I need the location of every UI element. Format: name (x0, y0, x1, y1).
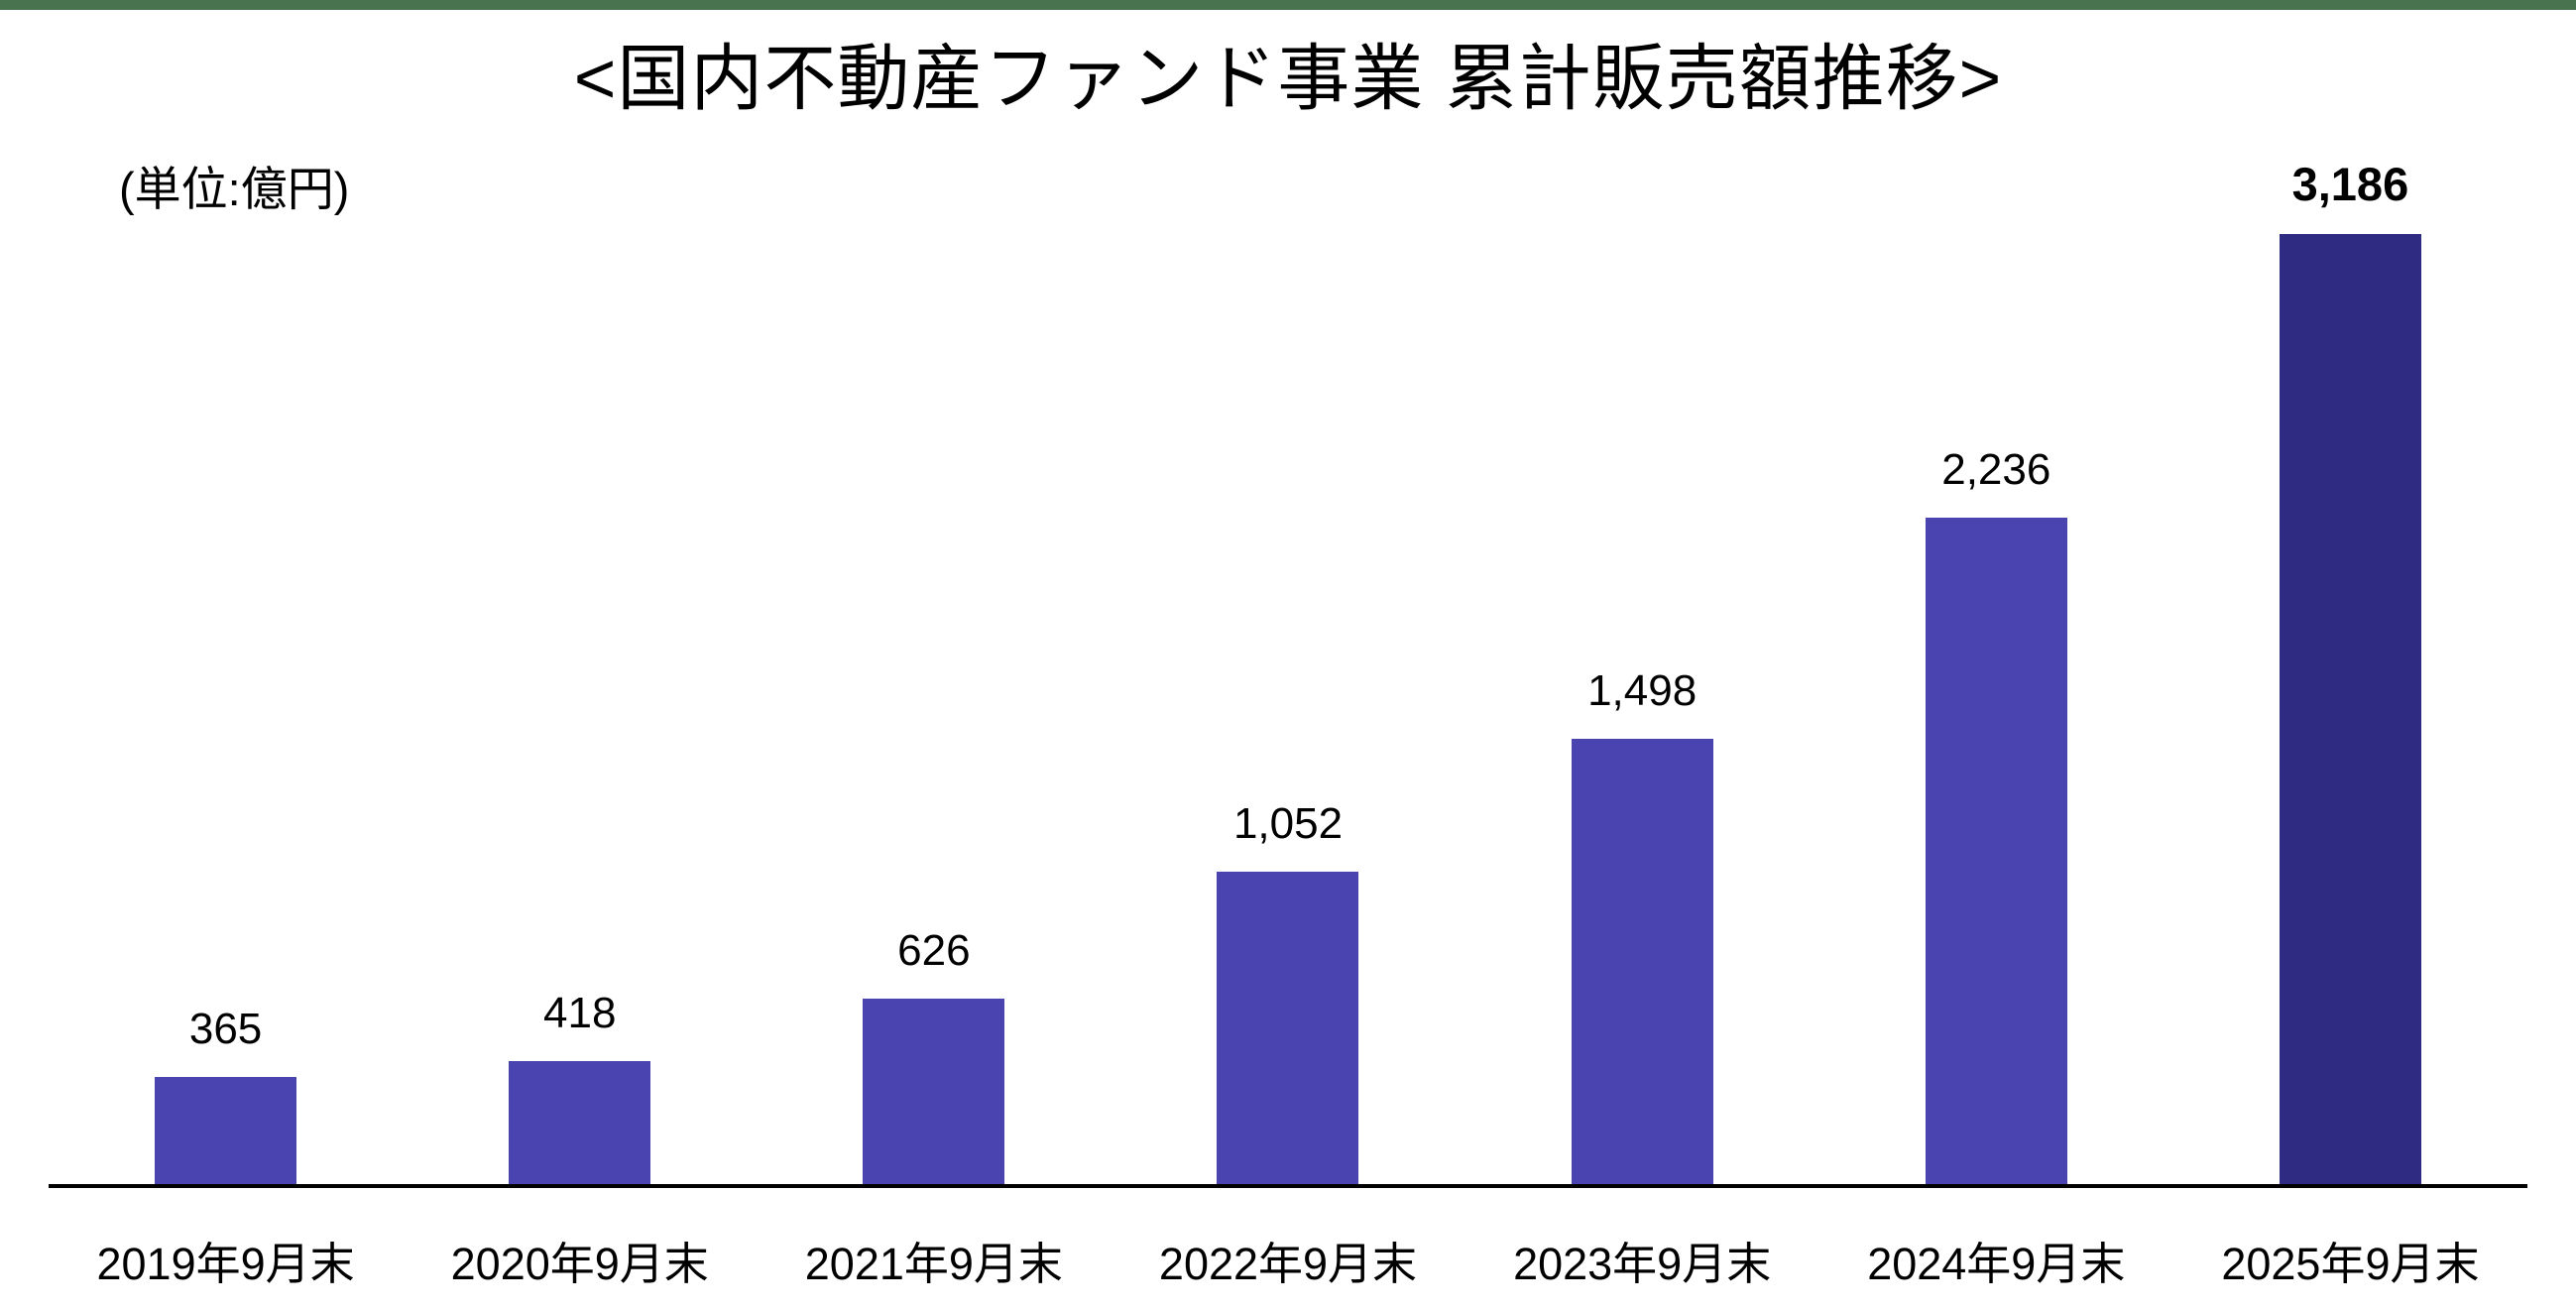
x-axis-label: 2021年9月末 (804, 1239, 1063, 1289)
plot-area: 365 418 626 1,052 1,498 2,236 3,186 (49, 159, 2527, 1186)
x-axis-label: 2023年9月末 (1513, 1239, 1772, 1289)
bar-value-label: 365 (188, 1004, 263, 1053)
bar-slot: 1,052 (1111, 234, 1464, 1186)
chart-title: <国内不動産ファンド事業 累計販売額推移> (573, 39, 2003, 119)
bar-value-label: 3,186 (2291, 158, 2409, 211)
x-axis-label: 2020年9月末 (450, 1239, 709, 1289)
bar (863, 999, 1005, 1186)
unit-label: (単位:億円) (119, 163, 350, 215)
bar (155, 1077, 297, 1186)
x-axis-label: 2022年9月末 (1158, 1239, 1418, 1289)
x-axis-label: 2024年9月末 (1867, 1239, 2126, 1289)
x-axis-label: 2019年9月末 (96, 1239, 355, 1289)
bar-value-label: 1,498 (1587, 665, 1698, 715)
x-axis-labels: 2019年9月末 2020年9月末 2021年9月末 2022年9月末 2023年9月末… (49, 1228, 2527, 1292)
bar (2279, 234, 2421, 1186)
bar (1571, 739, 1713, 1186)
bar-value-label: 1,052 (1232, 798, 1344, 848)
bar-slot: 418 (403, 234, 757, 1186)
bar-slot: 626 (757, 234, 1111, 1186)
bar-value-label: 2,236 (1941, 444, 2051, 494)
top-accent-strip (0, 0, 2576, 10)
bar-value-label: 626 (897, 925, 971, 975)
bar-value-label: 418 (543, 988, 617, 1037)
bar-slot: 3,186 (2173, 159, 2527, 1186)
bar (1925, 518, 2067, 1186)
bar-slot: 2,236 (1819, 234, 2173, 1186)
x-axis-label: 2025年9月末 (2221, 1239, 2480, 1289)
bar-slot: 365 (49, 234, 403, 1186)
bar-slot: 1,498 (1465, 234, 1819, 1186)
bar (1217, 872, 1359, 1186)
x-axis-line (49, 1184, 2527, 1188)
bar (509, 1061, 651, 1186)
